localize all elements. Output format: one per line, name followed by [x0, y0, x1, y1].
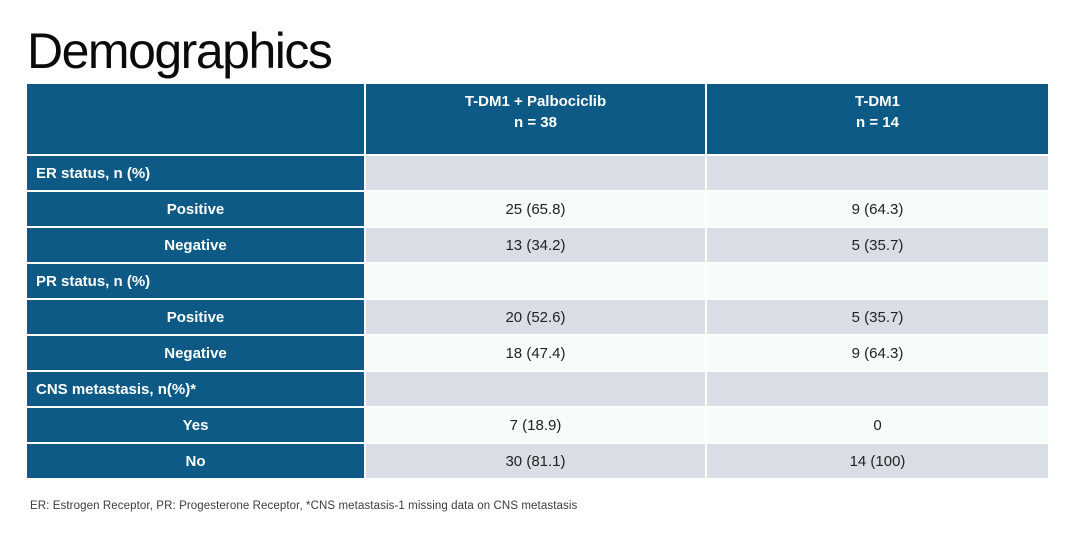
table-row-er-negative: Negative 13 (34.2) 5 (35.7) — [27, 228, 1048, 264]
table-corner-cell — [27, 84, 366, 156]
table-row-er-status: ER status, n (%) — [27, 156, 1048, 192]
table-row-pr-negative: Negative 18 (47.4) 9 (64.3) — [27, 336, 1048, 372]
cell-value: 9 (64.3) — [707, 336, 1048, 372]
row-label: CNS metastasis, n(%)* — [27, 372, 366, 408]
row-label: Negative — [27, 228, 366, 264]
cell-value: 5 (35.7) — [707, 300, 1048, 336]
column-n: n = 38 — [514, 114, 557, 131]
column-title: T-DM1 — [855, 93, 900, 110]
row-label: Positive — [27, 192, 366, 228]
column-header-tdm1: T-DM1 n = 14 — [707, 84, 1048, 156]
cell-value: 13 (34.2) — [366, 228, 707, 264]
table-row-pr-positive: Positive 20 (52.6) 5 (35.7) — [27, 300, 1048, 336]
demographics-table: T-DM1 + Palbociclib n = 38 T-DM1 n = 14 … — [27, 84, 1048, 480]
table-header: T-DM1 + Palbociclib n = 38 T-DM1 n = 14 — [27, 84, 1048, 156]
table-row-cns-metastasis: CNS metastasis, n(%)* — [27, 372, 1048, 408]
column-n: n = 14 — [856, 114, 899, 131]
row-label: Positive — [27, 300, 366, 336]
cell-value: 7 (18.9) — [366, 408, 707, 444]
row-label: ER status, n (%) — [27, 156, 366, 192]
cell-value: 5 (35.7) — [707, 228, 1048, 264]
row-label: PR status, n (%) — [27, 264, 366, 300]
cell-value — [366, 372, 707, 408]
row-label: Negative — [27, 336, 366, 372]
cell-value — [366, 156, 707, 192]
header-row: T-DM1 + Palbociclib n = 38 T-DM1 n = 14 — [27, 84, 1048, 156]
table-row-cns-no: No 30 (81.1) 14 (100) — [27, 444, 1048, 480]
table-row-cns-yes: Yes 7 (18.9) 0 — [27, 408, 1048, 444]
cell-value — [707, 372, 1048, 408]
cell-value — [707, 264, 1048, 300]
cell-value: 25 (65.8) — [366, 192, 707, 228]
column-title: T-DM1 + Palbociclib — [464, 93, 607, 110]
cell-value: 0 — [707, 408, 1048, 444]
footnote: ER: Estrogen Receptor, PR: Progesterone … — [30, 500, 578, 512]
table-body: ER status, n (%) Positive 25 (65.8) 9 (6… — [27, 156, 1048, 480]
row-label: No — [27, 444, 366, 480]
cell-value — [707, 156, 1048, 192]
cell-value: 9 (64.3) — [707, 192, 1048, 228]
cell-value: 30 (81.1) — [366, 444, 707, 480]
table-row-er-positive: Positive 25 (65.8) 9 (64.3) — [27, 192, 1048, 228]
cell-value: 18 (47.4) — [366, 336, 707, 372]
cell-value: 14 (100) — [707, 444, 1048, 480]
cell-value — [366, 264, 707, 300]
row-label: Yes — [27, 408, 366, 444]
table-row-pr-status: PR status, n (%) — [27, 264, 1048, 300]
column-header-tdm1-palbociclib: T-DM1 + Palbociclib n = 38 — [366, 84, 707, 156]
cell-value: 20 (52.6) — [366, 300, 707, 336]
page-title: Demographics — [27, 23, 333, 79]
